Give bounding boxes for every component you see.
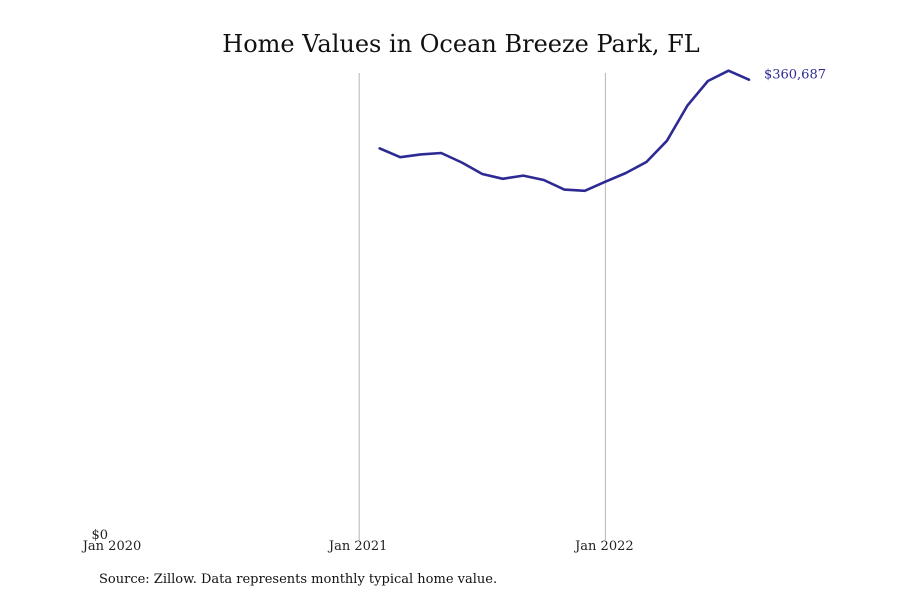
source-note: Source: Zillow. Data represents monthly … [99,572,498,587]
x-axis-ticks: Jan 2020 Jan 2021 Jan 2022 [81,539,634,554]
x-tick-label: Jan 2022 [573,539,634,554]
end-value-label: $360,687 [764,68,826,83]
y-axis-ticks: $0 [91,528,108,543]
x-tick-label: Jan 2021 [327,539,388,554]
series-line [378,69,751,193]
chart-title: Home Values in Ocean Breeze Park, FL [222,30,699,58]
x-tick-label: Jan 2020 [81,539,142,554]
series-group: $360,687 [378,68,826,193]
gridlines [358,73,606,540]
y-tick-label: $0 [91,528,108,543]
